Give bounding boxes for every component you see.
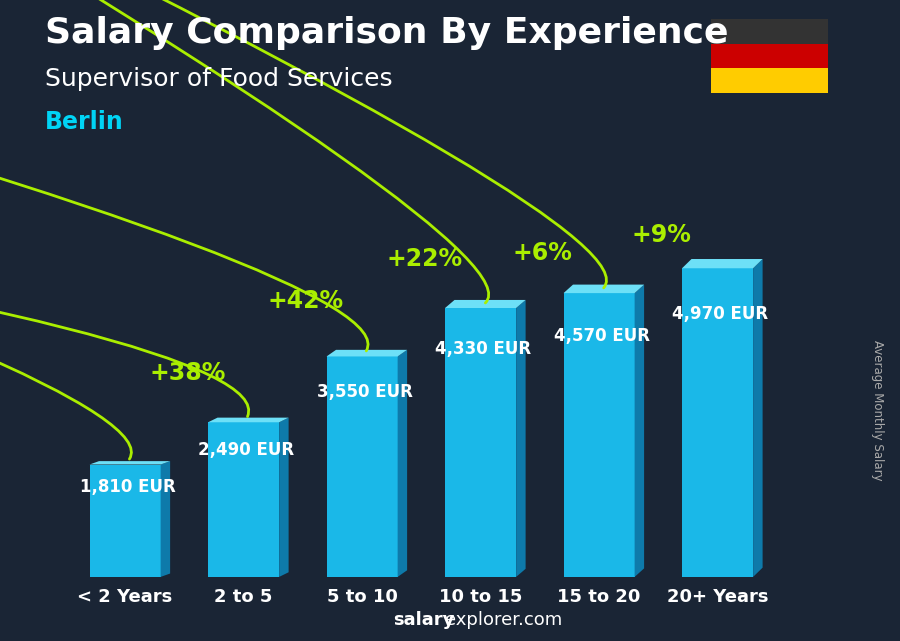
Text: 2,490 EUR: 2,490 EUR bbox=[198, 441, 294, 459]
Text: Average Monthly Salary: Average Monthly Salary bbox=[871, 340, 884, 481]
Bar bbox=[711, 44, 828, 69]
Polygon shape bbox=[89, 461, 170, 465]
Bar bbox=[208, 422, 279, 577]
Text: Berlin: Berlin bbox=[45, 110, 124, 134]
Text: 4,570 EUR: 4,570 EUR bbox=[554, 327, 650, 345]
Text: Supervisor of Food Services: Supervisor of Food Services bbox=[45, 67, 392, 91]
Polygon shape bbox=[398, 350, 407, 577]
Polygon shape bbox=[160, 461, 170, 577]
Polygon shape bbox=[327, 350, 407, 356]
Polygon shape bbox=[563, 285, 644, 293]
Text: +42%: +42% bbox=[267, 289, 344, 313]
Text: salary: salary bbox=[393, 612, 454, 629]
Text: +22%: +22% bbox=[386, 247, 463, 271]
Bar bbox=[445, 308, 516, 577]
Polygon shape bbox=[634, 285, 644, 577]
Text: +38%: +38% bbox=[149, 361, 225, 385]
Polygon shape bbox=[516, 300, 526, 577]
Text: +6%: +6% bbox=[513, 241, 572, 265]
Text: 3,550 EUR: 3,550 EUR bbox=[317, 383, 413, 401]
Text: 4,330 EUR: 4,330 EUR bbox=[436, 340, 532, 358]
Bar bbox=[711, 19, 828, 44]
Text: +9%: +9% bbox=[631, 222, 691, 247]
Bar bbox=[563, 293, 634, 577]
Polygon shape bbox=[753, 259, 762, 577]
Text: 1,810 EUR: 1,810 EUR bbox=[80, 478, 176, 496]
Polygon shape bbox=[208, 418, 289, 422]
Text: Salary Comparison By Experience: Salary Comparison By Experience bbox=[45, 16, 728, 50]
Bar bbox=[711, 69, 828, 93]
Polygon shape bbox=[445, 300, 526, 308]
Text: explorer.com: explorer.com bbox=[445, 612, 562, 629]
Polygon shape bbox=[279, 418, 289, 577]
Bar bbox=[682, 269, 753, 577]
Polygon shape bbox=[682, 259, 762, 269]
Bar bbox=[89, 465, 160, 577]
Bar bbox=[327, 356, 398, 577]
Text: 4,970 EUR: 4,970 EUR bbox=[672, 305, 769, 323]
